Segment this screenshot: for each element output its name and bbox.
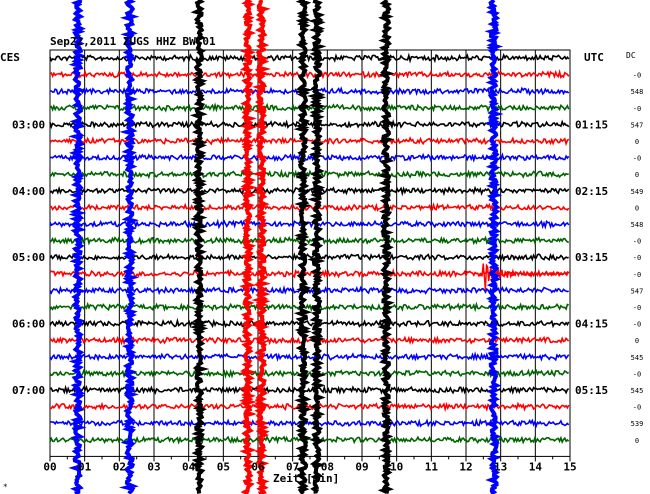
right-time-label: 03:15: [575, 251, 608, 264]
dc-label: DC: [626, 51, 636, 60]
seismic-trace: [49, 235, 570, 246]
x-tick-label: 08: [321, 460, 334, 473]
x-tick-label: 10: [390, 460, 403, 473]
seismic-trace: [49, 68, 570, 80]
dc-value: 548: [631, 221, 644, 229]
seismic-trace: [49, 168, 569, 180]
corner-mark: ∗: [3, 481, 8, 490]
seismic-trace: [49, 434, 570, 446]
dc-value: -0: [633, 271, 641, 279]
seismic-trace: [49, 135, 570, 147]
seismic-trace: [49, 351, 570, 363]
seismic-trace: [49, 368, 570, 379]
seismic-trace: [49, 152, 570, 163]
disturbance-band: [293, 0, 313, 494]
seismic-trace: [49, 384, 570, 396]
dc-value: -0: [633, 304, 641, 312]
x-tick-label: 07: [286, 460, 299, 473]
seismic-trace: [49, 52, 570, 64]
left-timezone-label: CES: [0, 51, 20, 64]
left-time-label: 05:00: [12, 251, 45, 264]
seismic-trace: [49, 401, 570, 413]
disturbance-band: [484, 0, 504, 494]
dc-value: 539: [631, 420, 644, 428]
dc-value: 545: [631, 354, 644, 362]
x-tick-label: 06: [251, 460, 265, 473]
x-tick-label: 00: [43, 460, 56, 473]
right-time-label: 05:15: [575, 384, 608, 397]
x-tick-label: 09: [355, 460, 368, 473]
dc-value: 549: [631, 188, 644, 196]
seismic-trace: [49, 218, 570, 230]
left-time-label: 03:00: [12, 118, 45, 131]
dc-value: 547: [631, 287, 644, 295]
seismic-trace: [49, 301, 569, 313]
dc-value: 0: [635, 337, 639, 345]
dc-value: 0: [635, 138, 639, 146]
x-tick-label: 05: [217, 460, 230, 473]
seismic-trace: [49, 317, 570, 329]
disturbance-band: [238, 0, 258, 494]
dc-value: 0: [635, 204, 639, 212]
dc-value: -0: [633, 254, 641, 262]
dc-value: -0: [633, 370, 641, 378]
right-time-label: 01:15: [575, 118, 608, 131]
x-tick-label: 12: [459, 460, 472, 473]
dc-value: -0: [633, 321, 641, 329]
dc-value: 545: [631, 387, 644, 395]
x-tick-label: 04: [182, 460, 196, 473]
right-time-label: 02:15: [575, 185, 608, 198]
disturbance-layer: [68, 0, 504, 494]
seismic-trace: [49, 335, 570, 346]
dc-value: 0: [635, 171, 639, 179]
right-timezone-label: UTC: [584, 51, 604, 64]
label-layer: Sep22,2011 ZUGS HHZ BW 01 CES UTC DC Zei…: [0, 35, 643, 490]
disturbance-band: [306, 0, 327, 494]
seismic-trace: [49, 119, 570, 130]
x-tick-label: 02: [113, 460, 126, 473]
dc-value: -0: [633, 105, 641, 113]
x-tick-label: 11: [425, 460, 439, 473]
x-tick-label: 13: [494, 460, 507, 473]
left-time-label: 07:00: [12, 384, 45, 397]
left-time-label: 06:00: [12, 318, 45, 331]
disturbance-band: [68, 0, 87, 494]
disturbance-band: [251, 0, 272, 494]
dc-value: -0: [633, 155, 641, 163]
dc-value: 548: [631, 88, 644, 96]
dc-value: -0: [633, 238, 641, 246]
seismic-trace: [49, 185, 570, 197]
dc-value: 547: [631, 121, 644, 129]
x-tick-label: 03: [147, 460, 160, 473]
left-time-label: 04:00: [12, 185, 45, 198]
seismic-trace: [49, 201, 570, 213]
chart-title: Sep22,2011 ZUGS HHZ BW 01: [50, 35, 216, 48]
dc-value: -0: [633, 72, 641, 80]
x-axis-label: Zeit [min]: [273, 472, 339, 485]
disturbance-band: [377, 0, 396, 494]
disturbance-band: [189, 0, 210, 494]
x-tick-label: 14: [529, 460, 543, 473]
seismic-trace: [49, 252, 569, 263]
seismic-trace: [49, 102, 570, 114]
disturbance-band: [118, 0, 140, 494]
dc-value: -0: [633, 404, 641, 412]
x-tick-label: 15: [563, 460, 576, 473]
x-tick-label: 01: [78, 460, 92, 473]
seismic-trace: [49, 417, 570, 429]
dc-value: 0: [635, 437, 639, 445]
trace-layer: [49, 52, 570, 446]
right-time-label: 04:15: [575, 318, 608, 331]
